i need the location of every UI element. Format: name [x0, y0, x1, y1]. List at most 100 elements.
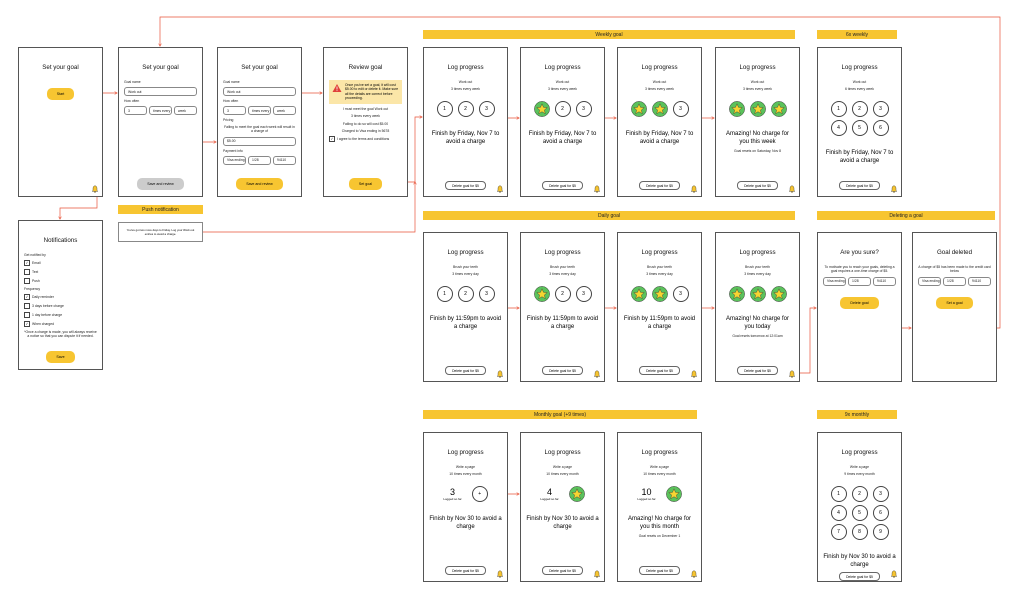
text-input[interactable]: times every — [248, 106, 271, 115]
progress-circle[interactable]: 2 — [851, 485, 868, 502]
progress-circles: 3 — [628, 285, 692, 302]
text-input[interactable]: 94110 — [968, 276, 991, 286]
checkbox-option[interactable]: Text — [24, 269, 38, 275]
progress-circle[interactable]: 5 — [851, 119, 868, 136]
screen-title: Log progress — [544, 249, 581, 256]
push-notification: You've got two more days to Friday. Log … — [118, 222, 203, 242]
primary-button[interactable]: Set a goal — [936, 296, 973, 309]
delete-button[interactable]: Delete goal for $5 — [542, 566, 583, 575]
primary-button[interactable]: Save and review — [236, 178, 283, 190]
text-input[interactable]: 1/28 — [848, 276, 871, 286]
delete-button[interactable]: Delete goal for $5 — [445, 366, 486, 375]
bell-icon — [690, 185, 698, 193]
checkbox-option[interactable]: 3 days before charge — [24, 303, 64, 309]
progress-circle[interactable]: 6 — [872, 504, 889, 521]
progress-circle[interactable]: 2 — [554, 100, 571, 117]
progress-circle[interactable]: 2 — [851, 100, 868, 117]
checkbox-option[interactable]: ✓ Email — [24, 260, 40, 266]
screen: Log progress Write a page 9 times every mo… — [817, 432, 902, 582]
primary-button[interactable]: Save — [46, 351, 75, 363]
primary-button[interactable]: Delete goal — [840, 296, 879, 309]
text-input[interactable]: 3 — [223, 106, 246, 115]
delete-button[interactable]: Delete goal for $5 — [839, 572, 880, 582]
checkbox-option[interactable]: Push — [24, 278, 40, 284]
text-input[interactable]: 94110 — [273, 155, 296, 165]
progress-circle[interactable]: 3 — [872, 485, 889, 502]
progress-circle[interactable]: 5 — [851, 504, 868, 521]
checkbox-option[interactable]: ✓ Daily reminder — [24, 294, 54, 300]
body-text: Failing to do so will cost $5.00 — [342, 121, 389, 126]
progress-circle[interactable]: 4 — [830, 504, 847, 521]
progress-circle[interactable]: 3 — [478, 100, 495, 117]
progress-circle[interactable]: 1 — [830, 100, 847, 117]
text-input[interactable]: 1/28 — [943, 276, 966, 286]
progress-circle[interactable]: 3 — [478, 285, 495, 302]
checkbox[interactable] — [24, 312, 30, 318]
checkbox[interactable] — [24, 269, 30, 275]
progress-circle[interactable]: 9 — [872, 523, 889, 540]
delete-button[interactable]: Delete goal for $5 — [542, 366, 583, 375]
screen: Log progress Work out 3 times every week 3 F… — [617, 47, 702, 197]
progress-circle[interactable]: 2 — [457, 100, 474, 117]
text-input[interactable]: times every — [149, 106, 172, 115]
checkbox-option[interactable]: 1 day before charge — [24, 312, 62, 318]
screen: Log progress Work out 6 times every week 1 2… — [817, 47, 902, 197]
progress-circle[interactable]: 3 — [575, 100, 592, 117]
completed-star — [651, 101, 668, 117]
progress-circle[interactable]: 2 — [554, 285, 571, 302]
delete-button[interactable]: Delete goal for $5 — [737, 181, 778, 190]
status-message: Amazing! No charge for you today — [725, 315, 790, 330]
text-input[interactable]: week — [273, 106, 296, 115]
progress-circle[interactable]: 6 — [872, 119, 889, 136]
progress-circle[interactable]: 1 — [436, 285, 453, 302]
body-text: To motivate you to reach your goals, del… — [824, 265, 895, 274]
count-block: 10 Logged so far — [637, 487, 655, 501]
checkbox-option[interactable]: ✓ I agree to the terms and conditions — [329, 136, 390, 143]
text-input[interactable]: Work out — [223, 87, 296, 96]
text-input[interactable]: 94110 — [873, 276, 896, 286]
progress-circle[interactable]: 8 — [851, 523, 868, 540]
delete-button[interactable]: Delete goal for $5 — [542, 181, 583, 190]
progress-circle[interactable]: 3 — [672, 285, 689, 302]
delete-button[interactable]: Delete goal for $5 — [737, 366, 778, 375]
text-input[interactable]: Visa ending in 5678 — [223, 155, 246, 165]
delete-button[interactable]: Delete goal for $5 — [639, 366, 680, 375]
checkbox[interactable] — [24, 278, 30, 284]
checkbox-option[interactable]: ✓ When charged — [24, 321, 54, 327]
progress-circles: 3 — [628, 100, 692, 117]
delete-button[interactable]: Delete goal for $5 — [639, 181, 680, 190]
primary-button[interactable]: Start — [46, 88, 75, 100]
text-input[interactable]: 3 — [124, 106, 147, 115]
body-text: 3 times every day — [452, 272, 479, 277]
checkbox[interactable]: ✓ — [24, 321, 30, 327]
delete-button[interactable]: Delete goal for $5 — [445, 181, 486, 190]
text-input[interactable]: Visa ending in 5678 — [918, 276, 941, 286]
text-input[interactable]: Work out — [124, 87, 197, 96]
progress-circle[interactable]: 3 — [575, 285, 592, 302]
progress-circle[interactable]: 4 — [830, 119, 847, 136]
progress-circle[interactable]: 3 — [672, 100, 689, 117]
primary-button[interactable]: Save and review — [137, 178, 184, 190]
checkbox[interactable]: ✓ — [329, 136, 335, 143]
checkbox[interactable]: ✓ — [24, 260, 30, 266]
delete-button[interactable]: Delete goal for $5 — [839, 181, 880, 190]
progress-circle[interactable]: 1 — [436, 100, 453, 117]
checkbox[interactable]: ✓ — [24, 294, 30, 300]
completed-star — [630, 286, 647, 302]
progress-circle[interactable]: 2 — [457, 285, 474, 302]
checkbox-label: I agree to the terms and conditions — [337, 137, 390, 142]
body-text: Work out — [555, 80, 570, 84]
text-input[interactable]: $5.00 — [223, 136, 296, 146]
progress-circle[interactable]: 1 — [830, 485, 847, 502]
add-button[interactable]: + — [471, 485, 488, 502]
text-input[interactable]: 1/28 — [248, 155, 271, 165]
progress-circle[interactable]: 7 — [830, 523, 847, 540]
checkbox[interactable] — [24, 303, 30, 309]
delete-button[interactable]: Delete goal for $5 — [639, 566, 680, 575]
delete-button[interactable]: Delete goal for $5 — [445, 566, 486, 575]
primary-button[interactable]: Set goal — [348, 178, 383, 190]
bell-icon — [593, 185, 601, 193]
progress-circle[interactable]: 3 — [872, 100, 889, 117]
text-input[interactable]: Visa ending in 5678 — [823, 276, 846, 286]
text-input[interactable]: week — [174, 106, 197, 115]
